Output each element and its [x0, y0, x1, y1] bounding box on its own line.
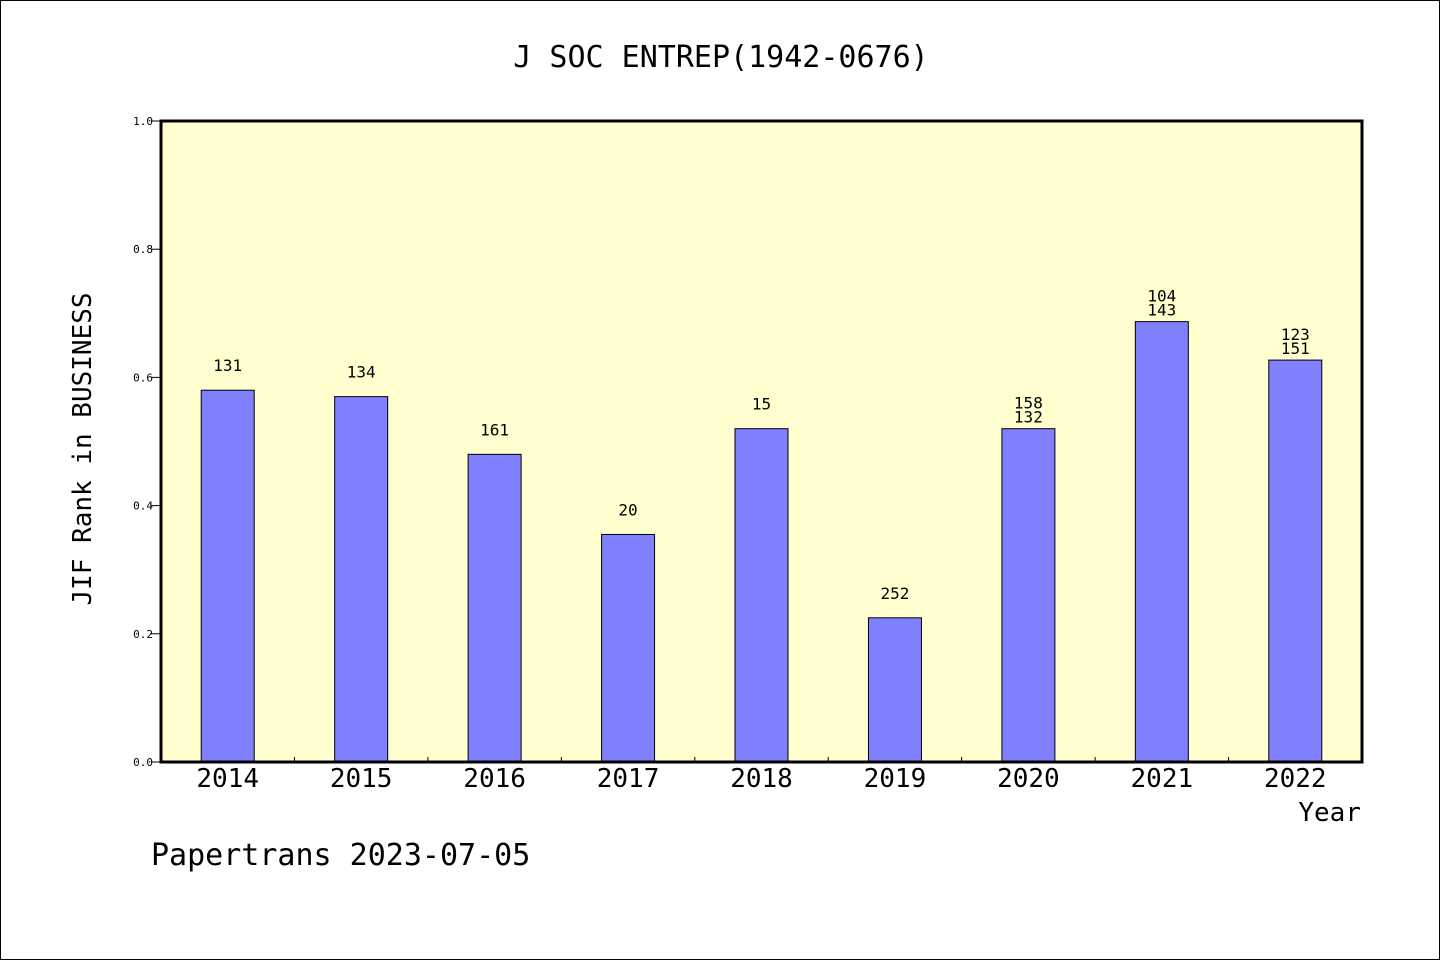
data-label: 143 [1147, 301, 1176, 320]
y-tick-label: 0.8 [133, 243, 153, 256]
x-tick-label: 2015 [330, 764, 393, 794]
x-tick-label: 2021 [1131, 764, 1194, 794]
y-tick-label: 0.4 [133, 500, 153, 513]
bar-2022 [1268, 359, 1323, 763]
x-tick-label: 2019 [864, 764, 927, 794]
x-tick-label: 2020 [997, 764, 1060, 794]
y-tick-label: 0.2 [133, 628, 153, 641]
bar-2017 [601, 533, 656, 763]
y-tick-label: 0.0 [133, 756, 153, 769]
bar-2018 [734, 428, 789, 763]
bar-2019 [867, 617, 922, 763]
data-label: 104 [1147, 287, 1176, 306]
data-label: 134 [347, 363, 376, 382]
bar-2016 [467, 453, 522, 763]
x-tick-label: 2016 [463, 764, 526, 794]
y-axis: 0.0 0.2 0.4 0.6 0.8 1.0 [133, 115, 161, 769]
x-tick-label: 2017 [597, 764, 660, 794]
data-label: 131 [213, 356, 242, 375]
bar-2014 [200, 389, 255, 763]
data-label: 15 [752, 395, 771, 414]
data-label: 252 [880, 584, 909, 603]
x-axis: 2014 2015 2016 2017 2018 2019 2020 2021 2022 [196, 757, 1327, 794]
x-tick-label: 2018 [730, 764, 793, 794]
x-axis-label: Year [1298, 798, 1361, 828]
chart-title: J SOC ENTREP(1942-0676) [513, 40, 928, 75]
bar-2020 [1001, 428, 1056, 763]
bars [200, 321, 1323, 763]
data-label: 20 [618, 500, 637, 519]
bar-2021 [1134, 321, 1189, 763]
data-label: 151 [1281, 339, 1310, 358]
y-tick-label: 1.0 [133, 115, 153, 128]
plot-border [159, 119, 1364, 764]
bar-2015 [334, 396, 389, 763]
data-label: 158 [1014, 394, 1043, 413]
footer-text: Papertrans 2023-07-05 [151, 838, 530, 873]
x-tick-label: 2014 [196, 764, 259, 794]
data-label: 161 [480, 420, 509, 439]
x-tick-label: 2022 [1264, 764, 1327, 794]
y-tick-label: 0.6 [133, 371, 153, 384]
data-label: 123 [1281, 325, 1310, 344]
y-axis-label: JIF Rank in BUSINESS [68, 292, 98, 605]
data-label: 132 [1014, 408, 1043, 427]
